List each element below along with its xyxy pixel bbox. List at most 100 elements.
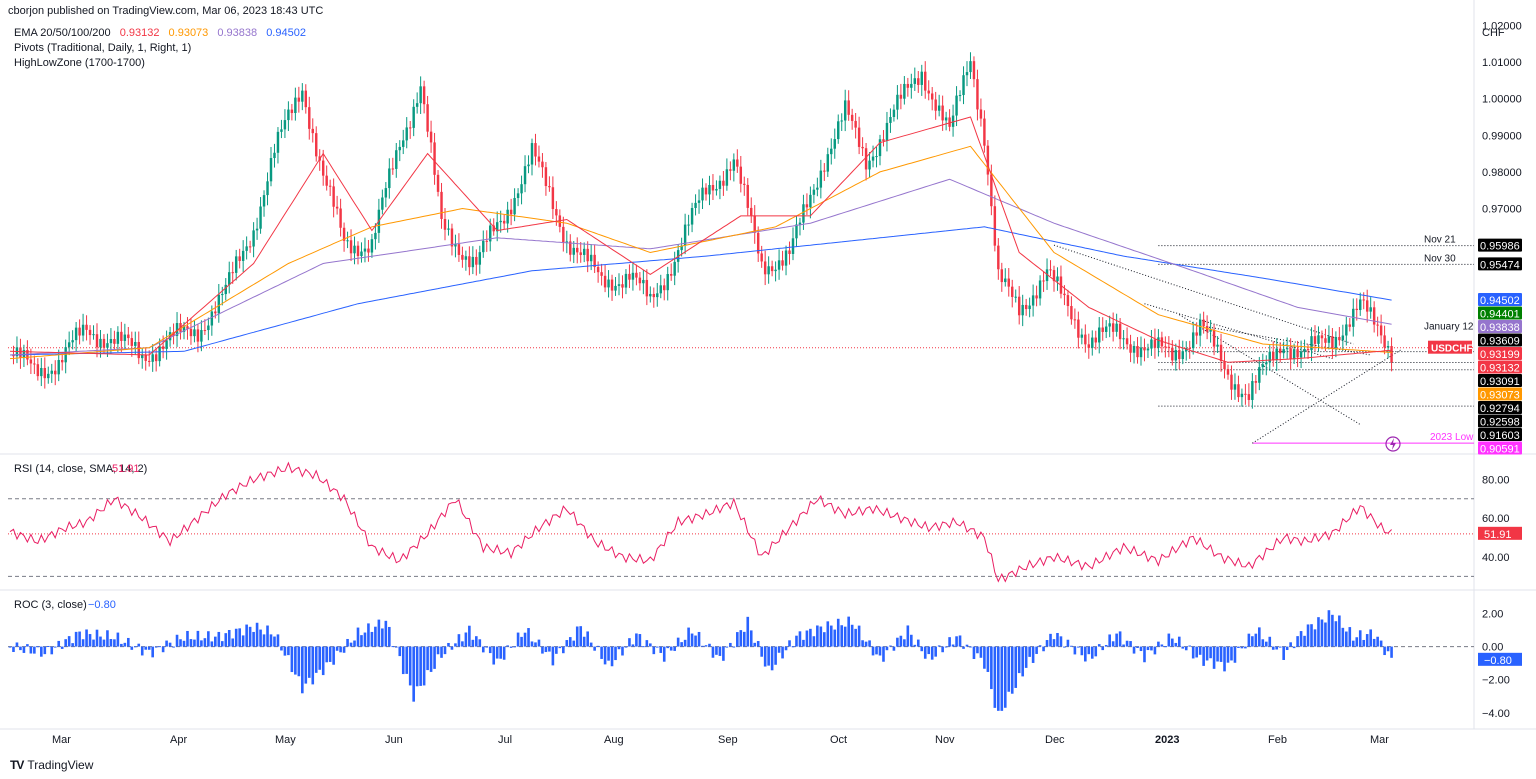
roc-bar [593,646,596,651]
roc-bar [1292,646,1296,649]
roc-bar [1150,646,1153,651]
candle-body [1007,278,1010,287]
candle-body [586,248,589,262]
roc-bar [1136,646,1139,648]
candle-body [663,285,666,291]
roc-bar [290,646,294,673]
candle-body [1108,323,1111,327]
roc-bar [1104,645,1108,647]
candle-body [175,323,179,336]
roc-bar [1132,646,1136,654]
candle-body [1292,349,1296,360]
candle-body [551,187,555,210]
roc-bar [363,632,367,647]
candle-body [50,370,53,374]
candle-body [1150,339,1153,349]
candle-body [349,240,353,254]
candle-body [485,240,488,242]
roc-bar [492,646,496,665]
roc-bar [1345,631,1348,647]
roc-bar [433,646,436,669]
candle-body [638,277,642,284]
ema-legend[interactable]: EMA 20/50/100/200 0.93132 0.93073 0.9383… [14,27,306,39]
candle-body [207,325,210,331]
candle-body [582,248,586,255]
roc-bar [123,642,127,647]
roc-bar [910,634,913,647]
highlow-legend[interactable]: HighLowZone (1700-1700) [14,57,145,69]
price-tag-text: 0.90591 [1480,443,1520,455]
roc-bar [231,638,235,647]
roc-bar [774,646,777,665]
roc-bar [1317,617,1320,647]
roc-bar [287,646,290,656]
candle-body [1056,276,1059,282]
roc-bar [861,640,864,647]
candle-body [214,311,217,314]
roc-bar [71,643,74,647]
roc-bar [99,636,102,647]
price-tag-text: 0.93609 [1480,335,1520,347]
candle-body [196,329,200,342]
pivots-legend[interactable]: Pivots (Traditional, Daily, 1, Right, 1) [14,42,192,54]
time-tick-label: 2023 [1155,734,1179,746]
roc-bar [742,631,746,647]
candle-body [541,161,544,168]
roc-bar [690,633,694,647]
candle-body [294,97,297,114]
candle-body [315,133,318,157]
candle-body [1136,345,1139,358]
candle-body [1098,327,1101,343]
candle-body [1212,329,1216,347]
roc-bar [802,639,805,647]
roc-bar [1303,635,1306,647]
candle-body [116,331,120,344]
candle-body [1052,270,1056,282]
candle-body [819,170,823,188]
roc-bar [193,639,196,647]
candle-body [1310,336,1313,351]
roc-tick-label: 0.00 [1482,642,1503,654]
roc-bar [662,646,666,662]
roc-bar [127,637,130,647]
time-tick-label: Jun [385,734,403,746]
price-tag-text: 0.95474 [1480,259,1520,271]
roc-bar [196,630,200,647]
candle-body [388,168,391,189]
roc-bar [1094,646,1098,657]
roc-bar [1230,646,1233,661]
candle-body [325,175,328,186]
time-tick-label: Apr [170,734,187,746]
roc-bar [1331,614,1334,647]
roc-bar [562,646,565,654]
roc-bar [541,646,544,654]
price-tag-text: 0.93091 [1480,376,1520,388]
roc-bar [1205,646,1209,661]
candle-body [193,329,196,337]
candle-body [875,156,878,158]
roc-bar [85,629,88,647]
roc-bar [944,646,948,648]
roc-bar [875,646,878,655]
roc-bar [266,625,269,647]
candle-body [262,195,266,207]
candle-body [558,215,562,227]
roc-bar [1028,646,1031,657]
rsi-tick-label: 80.00 [1482,474,1510,486]
roc-bar [294,646,297,675]
candle-body [78,327,81,336]
candle-body [944,117,948,121]
candle-body [102,338,106,348]
roc-bar [189,639,193,647]
price-tag: 0.93073 [1478,387,1522,401]
ema100-value: 0.93838 [217,27,258,39]
candle-body [360,251,363,257]
candle-body [837,121,840,140]
candle-body [983,118,986,146]
roc-bar [537,639,541,647]
roc-tick-label: −4.00 [1482,708,1510,720]
roc-bar [485,646,489,648]
candle-body [450,228,454,247]
roc-bar [746,616,750,647]
